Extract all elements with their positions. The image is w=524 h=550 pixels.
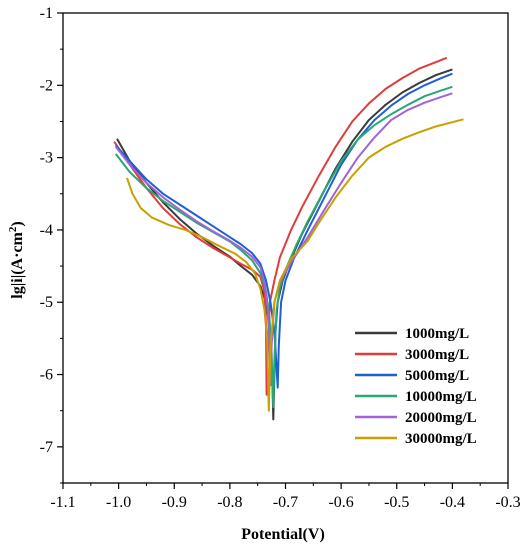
y-tick-label: -7 <box>40 439 53 456</box>
y-axis-title-close: ) <box>9 221 26 226</box>
y-tick-label: -6 <box>40 367 53 384</box>
y-tick-label: -1 <box>40 5 53 22</box>
series-line-5 <box>115 92 453 387</box>
x-tick-label: -0.9 <box>162 494 187 511</box>
y-tick-label: -2 <box>40 77 53 94</box>
x-tick-label: -0.8 <box>217 494 242 511</box>
legend-label-6: 30000mg/L <box>405 431 477 447</box>
y-axis-title: lg|i|(A·cm2) <box>7 221 26 298</box>
x-tick-label: -0.3 <box>495 494 520 511</box>
y-axis-title-sup: 2 <box>7 226 19 232</box>
x-tick-label: -0.4 <box>440 494 465 511</box>
y-tick-label: -5 <box>40 294 53 311</box>
series-line-4 <box>115 85 453 409</box>
series-line-2 <box>113 56 448 396</box>
x-tick-label: -0.6 <box>328 494 353 511</box>
x-tick-label: -1.1 <box>50 494 75 511</box>
x-tick-label: -1.0 <box>106 494 131 511</box>
x-tick-label: -0.7 <box>273 494 298 511</box>
x-axis-title: Potential(V) <box>241 526 325 543</box>
x-tick-label: -0.5 <box>384 494 409 511</box>
series-line-3 <box>115 72 453 389</box>
axes: -1.1 -1.0 -0.9 -0.8 -0.7 -0.6 -0.5 -0.4 -0.3 -7 -6… <box>40 5 521 511</box>
legend-label-3: 5000mg/L <box>405 368 469 384</box>
legend-label-1: 1000mg/L <box>405 326 469 342</box>
legend: 1000mg/L 3000mg/L 5000mg/L 10000mg/L 20000mg… <box>355 326 477 447</box>
legend-label-2: 3000mg/L <box>405 347 469 363</box>
y-tick-label: -4 <box>40 222 53 239</box>
y-tick-label: -3 <box>40 150 53 167</box>
legend-label-4: 10000mg/L <box>405 389 477 405</box>
series-line-6 <box>126 118 464 412</box>
legend-label-5: 20000mg/L <box>405 410 477 426</box>
curves <box>113 56 464 421</box>
y-axis-title-main: lg|i|(A·cm <box>9 231 26 298</box>
